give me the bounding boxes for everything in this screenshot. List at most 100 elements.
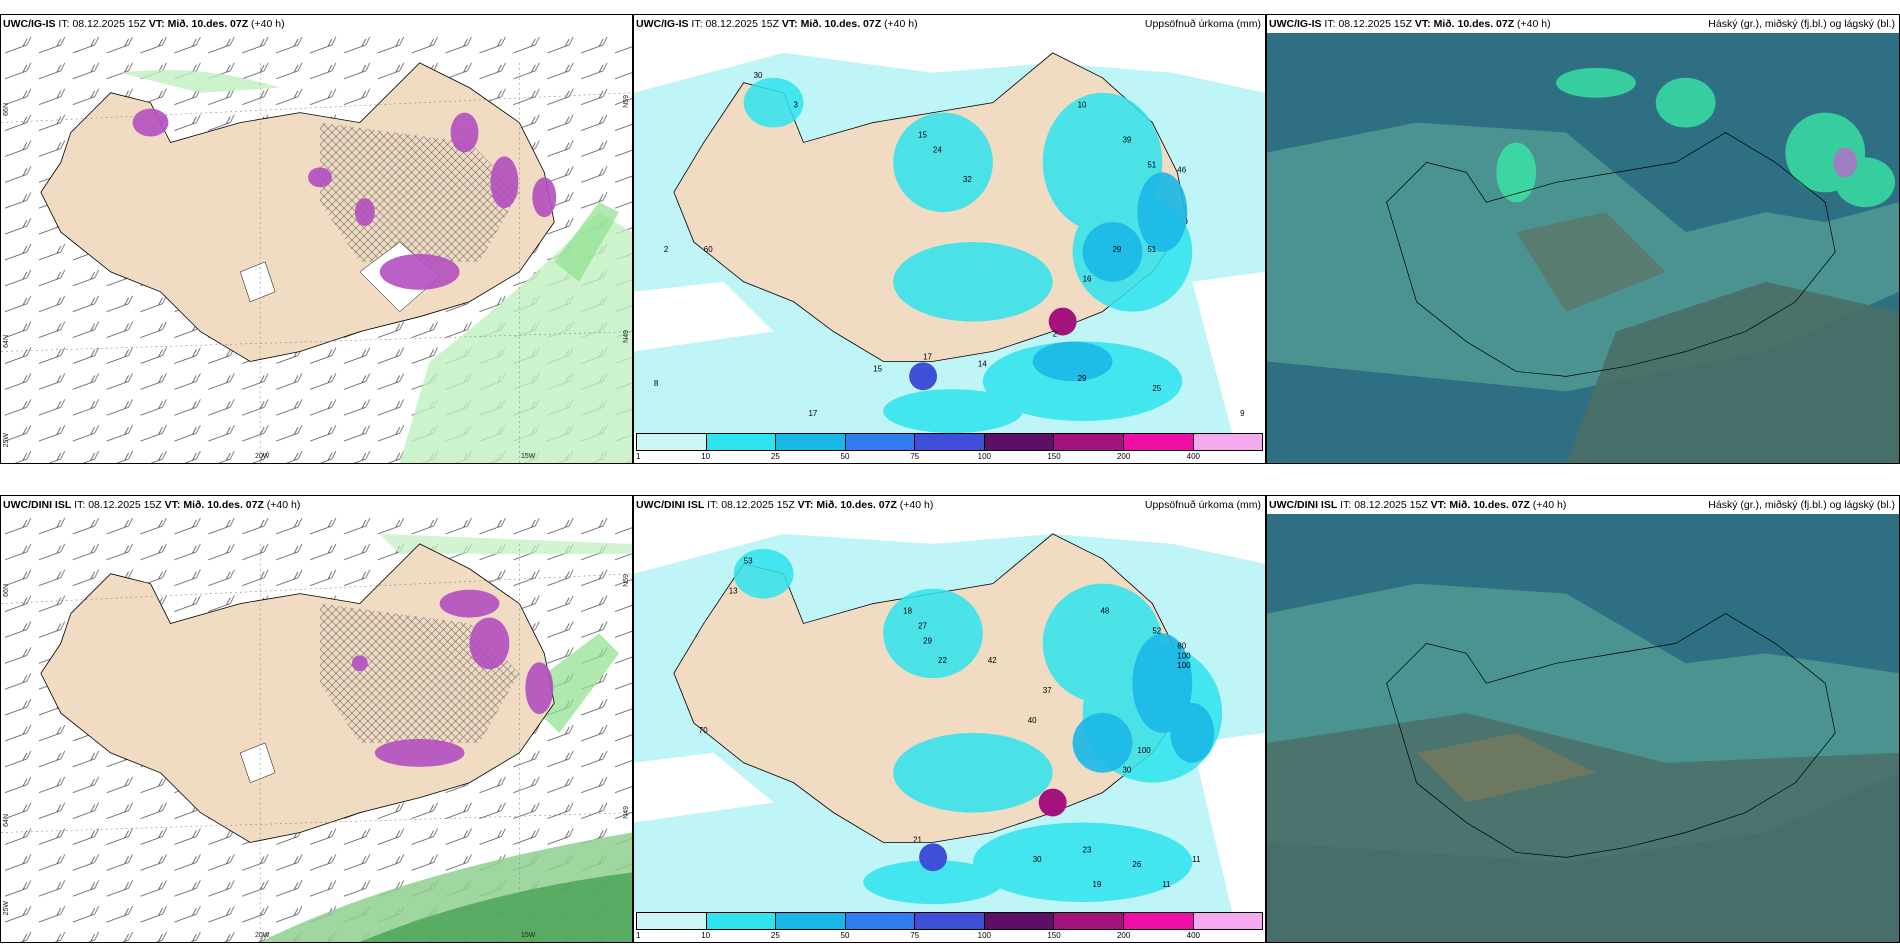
precip-value: 16 [1083,275,1092,284]
it-value: 08.12.2025 15Z [72,18,146,30]
precip-value: 24 [933,145,942,154]
model-name: UWC/DINI ISL [1269,499,1338,511]
it-label: IT: [707,499,719,511]
lon-label-25: 25W [3,901,10,916]
wind-panel-bottom: UWC/DINI ISL IT: 08.12.2025 15Z VT: Mið.… [0,495,633,943]
lead-time: (+40 h) [884,18,918,30]
lead-time: (+40 h) [899,499,934,511]
colorbar-tick-label: 1 [636,452,641,461]
precip-value: 15 [918,130,927,139]
colorbar-bin [1193,913,1263,929]
precip-value: 32 [963,175,972,184]
precip-value: 2 [1053,329,1058,338]
colorbar-bin [1123,434,1194,450]
colorbar-bin [1054,913,1124,929]
colorbar-tick-label: 10 [701,931,711,940]
colorbar-tick-label: 10 [701,452,711,461]
cloud-map [1267,514,1899,942]
colorbar-tick-label: 200 [1116,931,1131,940]
precip-value: 9 [1240,409,1245,418]
panel-header: UWC/IG-IS IT: 08.12.2025 15Z VT: Mið. 10… [1269,17,1895,31]
vt-label: VT: [1430,499,1447,511]
lat-right-top: N59 [623,95,630,108]
precip-value: 40 [1028,716,1037,725]
cloud-title: Háský (gr.), miðský (fj.bl.) og lágský (… [1708,18,1895,30]
it-value: 08.12.2025 15Z [1354,499,1428,511]
precip-value: 30 [1122,766,1131,775]
precip-value: 22 [938,656,947,665]
colorbar-tick-label: 400 [1186,931,1201,940]
colorbar-tick-label: 25 [770,452,780,461]
vt-value: Mið. 10.des. 07Z [816,499,897,511]
precip-value: 13 [729,587,738,596]
lat-label-66: 66N [3,103,10,116]
precip-value: 19 [1093,880,1102,889]
colorbar-bin [845,434,916,450]
colorbar-tick-label: 150 [1047,452,1061,461]
it-label: IT: [691,18,703,30]
precip-value: 100 [1137,746,1151,755]
panel-header: UWC/IG-IS IT: 08.12.2025 15Z VT: Mið. 10… [636,17,1261,31]
it-label: IT: [1340,499,1352,511]
precip-value: 21 [913,835,922,844]
colorbar-tick-label: 100 [977,452,992,461]
precip-map: 30 3 15 24 32 10 39 51 46 51 29 16 29 25… [634,33,1265,433]
cloud-map [1267,33,1899,463]
model-name: UWC/DINI ISL [636,499,705,511]
colorbar-tick-label: 75 [910,452,920,461]
colorbar-bin [984,434,1055,450]
colorbar-tick-label: 200 [1116,452,1131,461]
precip-value: 30 [1033,855,1042,864]
precip-value: 10 [1078,101,1087,110]
precip-value: 37 [1043,686,1052,695]
precip-panel-top: UWC/IG-IS IT: 08.12.2025 15Z VT: Mið. 10… [633,14,1266,464]
colorbar: 1 10 25 50 75 100 150 200 400 [634,912,1265,942]
precip-panel-bottom: UWC/DINI ISL IT: 08.12.2025 15Z VT: Mið.… [633,495,1266,943]
it-value: 08.12.2025 15Z [721,499,795,511]
vt-value: Mið. 10.des. 07Z [1449,499,1530,511]
colorbar-tick-label: 1 [636,931,641,940]
colorbar-bin [1054,434,1124,450]
wind-panel-top: UWC/IG-IS IT: 08.12.2025 15Z VT: Mið. 10… [0,14,633,464]
lon-label-15: 15W [521,932,536,939]
colorbar-bin [706,434,777,450]
vt-label: VT: [797,499,814,511]
colorbar-tick-label: 100 [977,931,992,940]
precip-value: 100 [1177,651,1191,660]
vt-label: VT: [148,18,165,30]
model-name: UWC/DINI ISL [3,499,72,511]
precip-title: Uppsöfnuð úrkoma (mm) [1144,18,1261,30]
precip-value: 11 [1162,880,1171,889]
vt-label: VT: [1414,18,1431,30]
colorbar-tick-label: 150 [1047,931,1061,940]
precip-value: 48 [1101,607,1110,616]
precip-value: 29 [1078,374,1087,383]
lon-label-20: 20W [255,932,270,939]
precip-value: 17 [808,409,817,418]
lat-label-66: 66N [3,584,10,597]
precip-value: 70 [699,726,708,735]
precip-map-svg: 30 3 15 24 32 10 39 51 46 51 29 16 29 25… [634,33,1265,433]
lat-label-64: 64N [3,335,10,348]
colorbar-tick-label: 75 [910,931,920,940]
precip-value: 53 [744,557,753,566]
colorbar-tick-label: 25 [770,931,780,940]
lon-label-25: 25W [3,433,10,448]
it-label: IT: [58,18,70,30]
lat-right-mid: N49 [623,806,630,819]
cloud-title: Háský (gr.), miðský (fj.bl.) og lágský (… [1708,499,1895,511]
lon-label-15: 15W [521,453,536,460]
it-value: 08.12.2025 15Z [88,499,162,511]
lon-label-20: 20W [255,453,270,460]
precip-value: 15 [873,364,882,373]
precip-value: 80 [1177,641,1186,650]
vt-label: VT: [164,499,181,511]
lead-time: (+40 h) [1517,18,1551,30]
lat-right-top: N59 [623,574,630,587]
precip-value: 39 [1122,135,1131,144]
panel-header: UWC/DINI ISL IT: 08.12.2025 15Z VT: Mið.… [3,498,628,512]
cloud-map-svg [1267,33,1899,463]
colorbar-bin [984,913,1055,929]
precip-value: 8 [654,379,659,388]
lead-time: (+40 h) [1532,499,1567,511]
